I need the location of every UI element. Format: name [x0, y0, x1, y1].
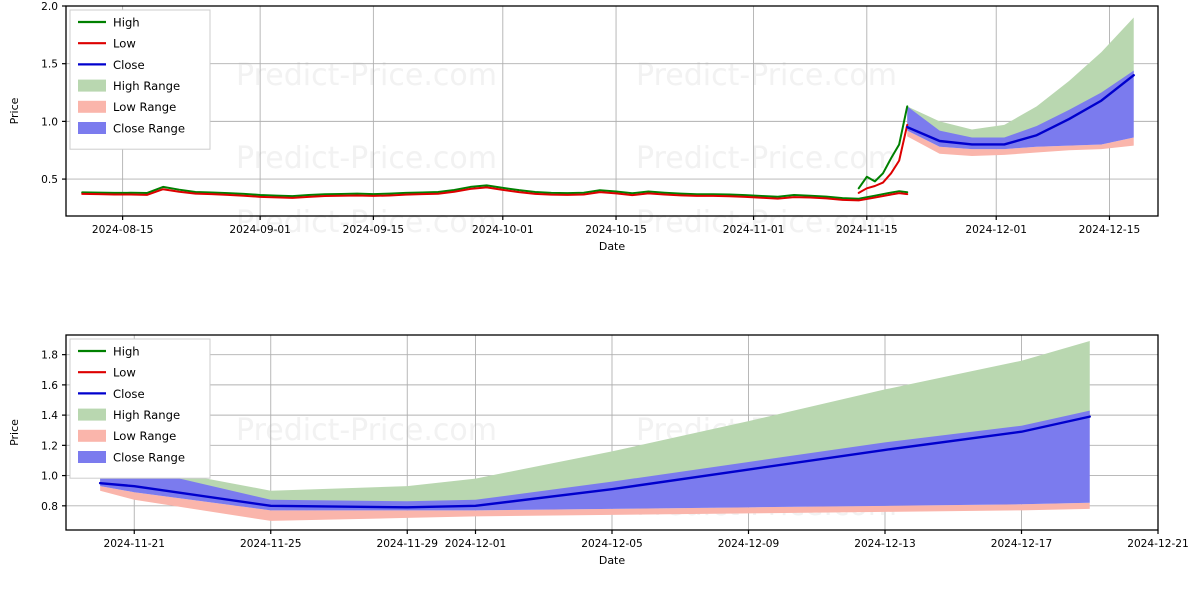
watermark-text: Predict-Price.com — [636, 141, 897, 176]
legend-item-high-range[interactable]: High Range — [78, 79, 180, 93]
y-axis-title: Price — [8, 97, 21, 124]
y-axis-title: Price — [8, 419, 21, 446]
legend: High Low Close High Range Low Range Close Ran… — [69, 9, 211, 150]
legend-patch-swatch — [78, 100, 106, 113]
y-tick-label: 1.4 — [41, 410, 58, 422]
legend-item-high[interactable]: High — [78, 344, 140, 358]
axes: 0.5 1.0 1.5 2.0 2024-08-15 2024-09-01 2024-09-… — [41, 1, 1140, 236]
legend-patch-swatch — [78, 429, 106, 442]
x-tick-label: 2024-09-01 — [229, 224, 291, 236]
legend-label: Low — [113, 366, 136, 380]
watermark-text: Predict-Price.com — [236, 205, 497, 240]
x-tick-label: 2024-10-15 — [585, 224, 647, 236]
top-chart-svg: Predict-Price.com Predict-Price.com Predic… — [8, 1, 1159, 253]
x-tick-label: 2024-12-01 — [445, 538, 507, 550]
legend-item-close[interactable]: Close — [78, 387, 145, 401]
y-tick-label: 1.5 — [41, 59, 58, 71]
x-tick-label: 2024-12-01 — [965, 224, 1027, 236]
watermark-text: Predict-Price.com — [236, 141, 497, 176]
low-range-band — [907, 130, 1134, 156]
legend-item-close[interactable]: Close — [78, 58, 145, 72]
y-tick-label: 1.8 — [41, 350, 58, 362]
legend-patch-swatch — [78, 122, 106, 134]
x-tick-label: 2024-11-29 — [376, 538, 438, 550]
close-line — [906, 74, 1135, 146]
legend-label: Low — [113, 37, 136, 51]
close-range-band — [100, 410, 1090, 511]
axes: 0.8 1.0 1.2 1.4 1.6 1.8 2024-11-21 2024-11-25 20… — [41, 350, 1189, 550]
y-tick-label: 2.0 — [41, 1, 58, 13]
y-tick-label: 1.6 — [41, 380, 58, 392]
x-tick-label: 2024-09-15 — [343, 224, 405, 236]
legend-item-high-range[interactable]: High Range — [78, 408, 180, 422]
legend-label: High — [113, 15, 140, 29]
close-line — [98, 415, 1091, 509]
legend-label: Close Range — [113, 450, 185, 464]
x-tick-label: 2024-11-25 — [240, 538, 302, 550]
legend-item-low-range[interactable]: Low Range — [78, 429, 176, 443]
close-range-band — [907, 70, 1134, 150]
x-tick-label: 2024-11-01 — [723, 224, 785, 236]
plot-frame — [65, 5, 1159, 217]
x-tick-label: 2024-08-15 — [92, 224, 154, 236]
bottom-chart-svg: Predict-Price.comPredict-Price.comPredic… — [8, 334, 1189, 567]
watermark-layer: Predict-Price.com Predict-Price.com Predic… — [236, 58, 897, 240]
legend-label: High Range — [113, 79, 180, 93]
high-line — [81, 184, 909, 200]
x-axis-title: Date — [599, 554, 626, 567]
legend-item-close-range[interactable]: Close Range — [78, 450, 185, 464]
legend-label: Close — [113, 387, 145, 401]
x-tick-label: 2024-12-15 — [1079, 224, 1141, 236]
x-tick-label: 2024-12-17 — [991, 538, 1053, 550]
x-tick-label: 2024-12-09 — [718, 538, 780, 550]
legend-item-low[interactable]: Low — [78, 37, 136, 51]
watermark-text: Predict-Price.com — [236, 413, 497, 448]
legend-item-high[interactable]: High — [78, 15, 140, 29]
y-tick-label: 0.5 — [41, 174, 58, 186]
legend-label: High Range — [113, 408, 180, 422]
x-tick-label: 2024-12-05 — [581, 538, 643, 550]
x-tick-label: 2024-12-13 — [854, 538, 916, 550]
legend-item-low[interactable]: Low — [78, 366, 136, 380]
legend: High Low Close High Range Low Range Close Ran… — [69, 338, 211, 479]
x-axis-title: Date — [599, 240, 626, 253]
bottom-chart-panel: Predict-Price.comPredict-Price.comPredic… — [0, 325, 1200, 600]
plot-background — [66, 6, 1158, 216]
legend-patch-swatch — [78, 451, 106, 463]
high-line-spike — [857, 105, 909, 190]
low-line — [81, 186, 909, 202]
low-line-spike — [857, 123, 909, 194]
y-tick-label: 1.2 — [41, 440, 58, 452]
legend-label: Close Range — [113, 121, 185, 135]
y-tick-label: 1.0 — [41, 116, 58, 128]
legend-item-low-range[interactable]: Low Range — [78, 100, 176, 114]
low-range-band — [100, 486, 1090, 521]
x-tick-label: 2024-11-21 — [103, 538, 165, 550]
legend-label: Close — [113, 58, 145, 72]
x-tick-label: 2024-10-01 — [472, 224, 534, 236]
legend-label: High — [113, 344, 140, 358]
x-tick-label: 2024-12-21 — [1127, 538, 1189, 550]
watermark-text: Predict-Price.com — [636, 205, 897, 240]
x-tick-label: 2024-11-15 — [836, 224, 898, 236]
legend-item-close-range[interactable]: Close Range — [78, 121, 185, 135]
legend-label: Low Range — [113, 100, 176, 114]
y-tick-label: 1.0 — [41, 471, 58, 483]
top-chart-panel: Predict-Price.com Predict-Price.com Predic… — [0, 0, 1200, 260]
legend-patch-swatch — [78, 79, 106, 92]
legend-label: Low Range — [113, 429, 176, 443]
y-tick-label: 0.8 — [41, 501, 58, 513]
legend-patch-swatch — [78, 408, 106, 421]
